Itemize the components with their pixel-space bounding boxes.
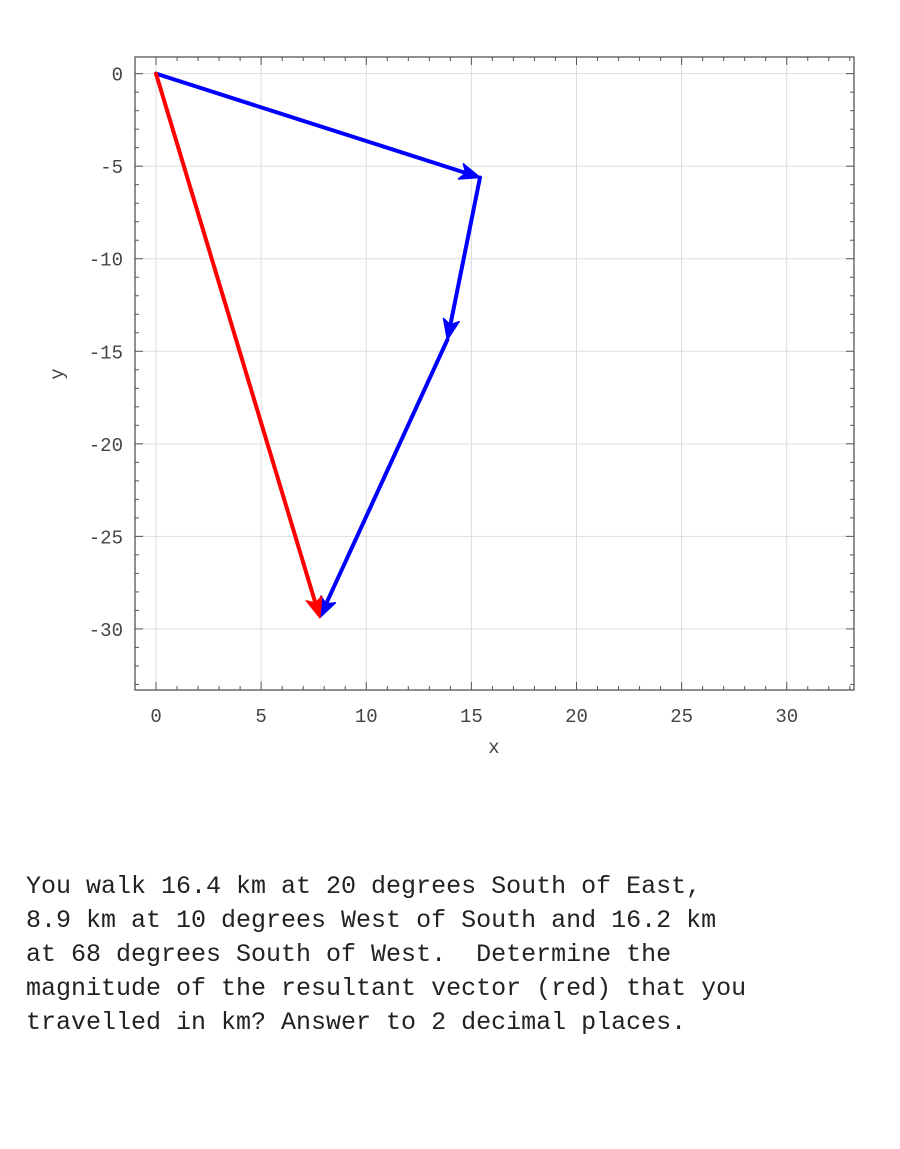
y-tick-label: -30 <box>89 620 123 642</box>
vectors <box>154 71 482 619</box>
plot-frame <box>134 56 855 691</box>
x-tick-label: 10 <box>355 706 378 728</box>
vector-shaft <box>324 337 450 606</box>
grid <box>135 57 854 690</box>
y-axis-label: y <box>47 368 69 379</box>
y-tick-label: -5 <box>100 157 123 179</box>
vector-shaft <box>154 71 467 175</box>
x-tick-label: 30 <box>775 706 798 728</box>
x-tick-label: 5 <box>255 706 266 728</box>
question-line: magnitude of the resultant vector (red) … <box>26 974 747 1003</box>
vector-arrowhead <box>442 317 460 341</box>
major-ticks <box>135 57 854 690</box>
x-tick-labels: 0 5 10 15 20 25 30 <box>150 706 798 728</box>
vector-chart: 0 5 10 15 20 25 30 0 -5 -10 -15 -20 -25 -30 x y <box>47 56 855 759</box>
x-axis-label: x <box>488 737 499 759</box>
x-tick-label: 25 <box>670 706 693 728</box>
y-tick-label: -20 <box>89 435 123 457</box>
x-tick-label: 20 <box>565 706 588 728</box>
vector-shaft <box>448 175 482 326</box>
question-line: You walk 16.4 km at 20 degrees South of … <box>26 872 702 901</box>
plot-area <box>135 57 854 690</box>
x-tick-label: 0 <box>150 706 161 728</box>
question-text: You walk 16.4 km at 20 degrees South of … <box>26 870 886 1040</box>
question-line: travelled in km? Answer to 2 decimal pla… <box>26 1008 687 1037</box>
x-tick-label: 15 <box>460 706 483 728</box>
y-tick-label: -15 <box>89 342 123 364</box>
y-tick-label: 0 <box>112 65 123 87</box>
vector-shaft <box>154 71 318 605</box>
y-tick-labels: 0 -5 -10 -15 -20 -25 -30 <box>89 65 123 642</box>
y-tick-label: -10 <box>89 250 123 272</box>
vector-arrowhead <box>457 163 481 180</box>
question-line: at 68 degrees South of West. Determine t… <box>26 940 672 969</box>
minor-ticks <box>134 57 854 690</box>
vector-arrowhead <box>305 595 323 619</box>
y-tick-label: -25 <box>89 527 123 549</box>
question-line: 8.9 km at 10 degrees West of South and 1… <box>26 906 717 935</box>
